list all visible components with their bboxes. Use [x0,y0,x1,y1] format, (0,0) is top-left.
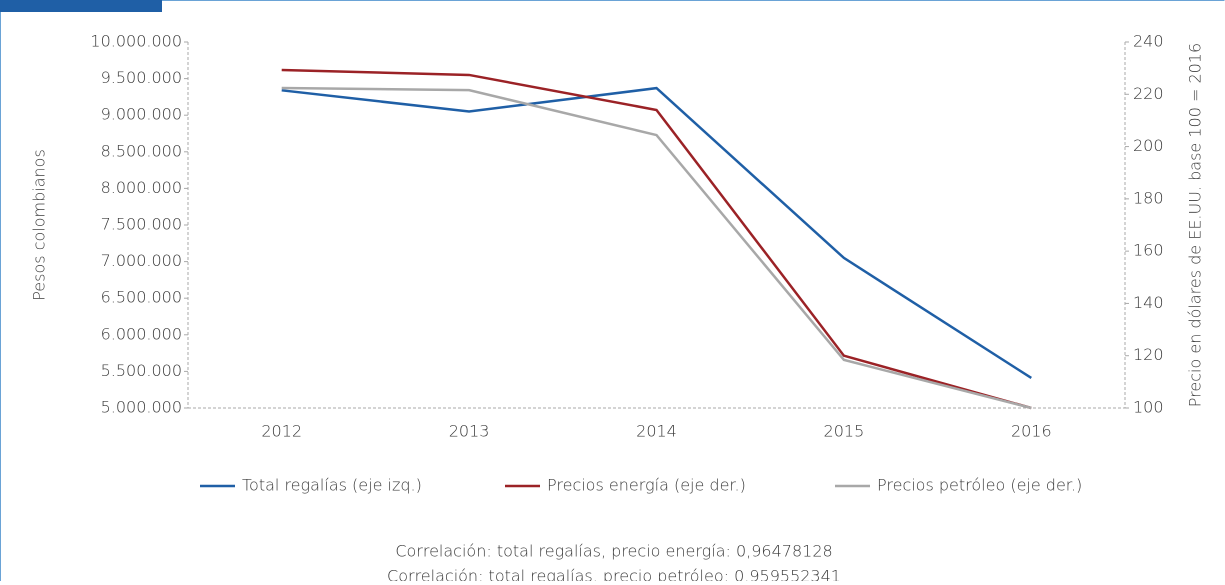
y2-tick-label: 180 [1133,188,1164,207]
y-tick-label: 7.000.000 [101,251,182,270]
y-tick-label: 6.500.000 [101,288,182,307]
y2-tick-label: 120 [1133,345,1164,364]
series-line [281,86,1032,380]
y2-axis-title: Precio en dólares de EE.UU. base 100 = 2… [1186,43,1205,407]
y2-tick-label: 200 [1133,136,1164,155]
y2-tick-label: 240 [1133,32,1164,51]
y-tick-label: 9.500.000 [101,68,182,87]
x-tick-label: 2015 [824,422,865,441]
y2-tick-label: 160 [1133,241,1164,260]
series-line [281,68,1032,410]
header-tab [0,0,162,12]
legend-label: Total regalías (eje izq.) [242,476,422,495]
y-tick-label: 8.000.000 [101,178,182,197]
x-tick-label: 2013 [449,422,490,441]
legend-label: Precios energía (eje der.) [547,476,746,495]
y-tick-label: 5.000.000 [101,398,182,417]
x-tick-label: 2016 [1011,422,1052,441]
y-tick-label: 9.000.000 [101,105,182,124]
x-tick-label: 2012 [261,422,302,441]
y-tick-label: 8.500.000 [101,141,182,160]
y-tick-label: 6.000.000 [101,324,182,343]
y2-tick-label: 140 [1133,293,1164,312]
legend-label: Precios petróleo (eje der.) [877,476,1082,495]
series-line [281,86,1032,410]
annotation: Correlación: total regalías, precio ener… [395,542,832,561]
y-tick-label: 7.500.000 [101,215,182,234]
x-tick-label: 2014 [636,422,677,441]
y-tick-label: 5.500.000 [101,361,182,380]
y2-tick-label: 220 [1133,84,1164,103]
annotation: Correlación: total regalías, precio petr… [387,567,841,582]
y-tick-label: 10.000.000 [90,32,182,51]
y2-tick-label: 100 [1133,398,1164,417]
y-axis-title: Pesos colombianos [30,149,49,301]
